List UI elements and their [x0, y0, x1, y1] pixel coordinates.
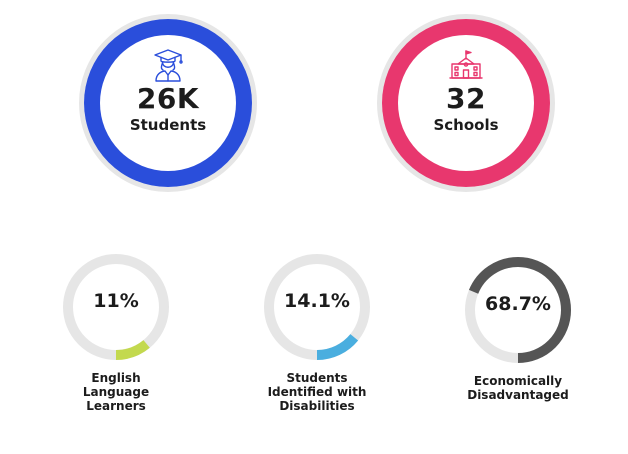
swd-donut-chart	[264, 254, 370, 360]
students-stat: 26K Students	[79, 14, 257, 192]
ell-donut: 11%	[60, 251, 172, 363]
swd-value: 14.1%	[284, 290, 350, 312]
econ-donut-chart	[465, 257, 571, 363]
students-with-disabilities-stat: 14.1% Students Identified with Disabilit…	[252, 251, 382, 413]
school-building-icon	[449, 50, 483, 79]
students-stat-inner: 26K Students	[100, 35, 236, 171]
swd-donut: 14.1%	[261, 251, 373, 363]
ell-donut-chart	[63, 254, 169, 360]
schools-label: Schools	[433, 116, 499, 134]
econ-value: 68.7%	[485, 293, 551, 315]
schools-stat-inner: 32 Schools	[398, 35, 534, 171]
econ-label: Economically Disadvantaged	[467, 374, 569, 402]
economically-disadvantaged-stat: 68.7% Economically Disadvantaged	[453, 254, 583, 402]
econ-donut-arc	[465, 257, 571, 363]
students-ring: 26K Students	[84, 19, 252, 187]
econ-donut: 68.7%	[462, 254, 574, 366]
ell-value: 11%	[93, 290, 139, 312]
graduate-icon	[154, 49, 183, 82]
swd-label: Students Identified with Disabilities	[267, 371, 367, 413]
students-label: Students	[129, 116, 207, 134]
swd-donut-arc	[264, 254, 370, 360]
schools-stat: 32 Schools	[377, 14, 555, 192]
schools-value: 32	[446, 82, 486, 115]
ell-label: English Language Learners	[82, 371, 150, 413]
students-value: 26K	[136, 82, 200, 115]
ell-donut-arc	[63, 254, 169, 360]
schools-ring: 32 Schools	[382, 19, 550, 187]
english-language-learners-stat: 11% English Language Learners	[51, 251, 181, 413]
